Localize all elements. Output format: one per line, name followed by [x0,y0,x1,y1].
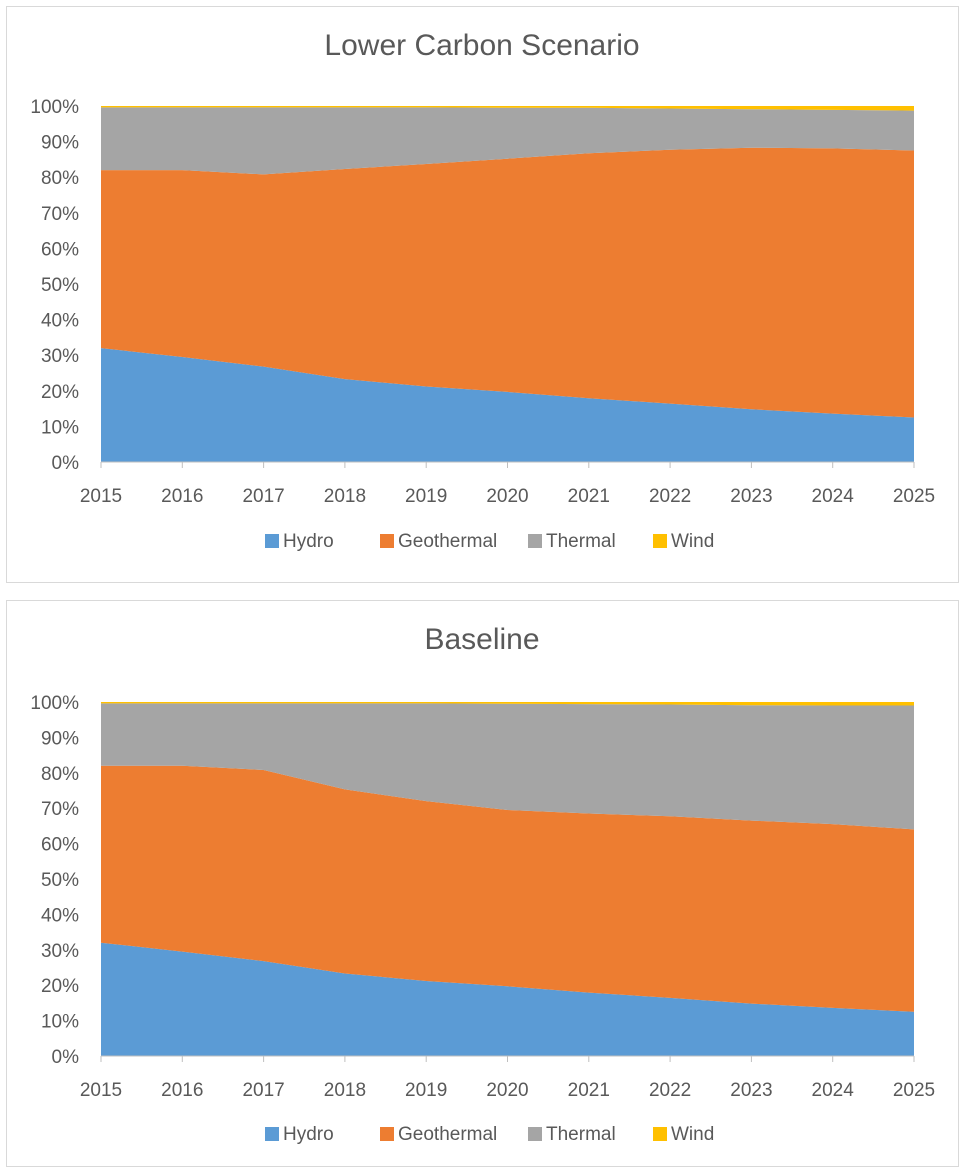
area-series-geothermal [101,147,914,418]
y-tick-label: 70% [41,799,79,820]
y-tick-label: 80% [41,168,79,189]
y-tick-label: 100% [30,693,79,714]
x-tick-label: 2022 [649,486,691,507]
x-tick-label: 2016 [161,1080,203,1101]
y-tick-label: 0% [52,453,80,474]
legend-swatch-wind [653,1127,667,1141]
legend-label-wind: Wind [671,1124,714,1145]
chart-panel-baseline: Baseline 2015 2016 2017 2018 2019 2020 2021 2022… [6,600,959,1167]
x-tick-label: 2023 [730,486,772,507]
y-tick-label: 40% [41,311,79,332]
y-tick-label: 90% [41,728,79,749]
legend-label-geothermal: Geothermal [398,531,497,552]
legend-label-geothermal: Geothermal [398,1124,497,1145]
y-tick-label: 40% [41,905,79,926]
area-series-wind [101,702,914,706]
x-tick-label: 2018 [324,1080,366,1101]
legend-swatch-thermal [528,534,542,548]
y-tick-label: 100% [30,97,79,118]
x-tick-label: 2020 [486,1080,528,1101]
x-tick-label: 2017 [242,486,284,507]
legend-swatch-thermal [528,1127,542,1141]
legend-label-wind: Wind [671,531,714,552]
chart-baseline: Baseline 2015 2016 2017 2018 2019 2020 2021 2022… [30,623,935,1145]
x-tick-label: 2025 [893,486,935,507]
y-tick-label: 20% [41,976,79,997]
y-tick-label: 60% [41,835,79,856]
x-tick-label: 2022 [649,1080,691,1101]
y-tick-label: 50% [41,870,79,891]
x-tick-label: 2024 [812,1080,855,1101]
legend-swatch-wind [653,534,667,548]
y-tick-label: 30% [41,346,79,367]
legend-swatch-hydro [265,534,279,548]
legend-label-hydro: Hydro [283,531,334,552]
legend-swatch-hydro [265,1127,279,1141]
x-tick-label: 2021 [568,1080,610,1101]
x-tick-label: 2024 [812,486,855,507]
area-series-thermal [101,107,914,175]
chart-title: Lower Carbon Scenario [324,29,639,62]
legend-label-thermal: Thermal [546,531,616,552]
area-series-hydro [101,942,914,1056]
legend-label-hydro: Hydro [283,1124,334,1145]
x-tick-label: 2015 [80,486,122,507]
legend-swatch-geothermal [380,1127,394,1141]
x-tick-label: 2017 [242,1080,284,1101]
y-tick-label: 30% [41,941,79,962]
y-tick-label: 10% [41,417,79,438]
chart-lower-carbon: Lower Carbon Scenario 2015 2016 2017 2018 201… [30,29,935,552]
area-series-geothermal [101,765,914,1012]
y-tick-label: 10% [41,1012,79,1033]
x-tick-label: 2019 [405,1080,447,1101]
area-series-hydro [101,348,914,462]
x-tick-label: 2016 [161,486,203,507]
y-tick-label: 80% [41,764,79,785]
x-tick-label: 2021 [568,486,610,507]
y-tick-label: 0% [52,1047,80,1068]
y-tick-label: 60% [41,239,79,260]
y-tick-label: 70% [41,204,79,225]
chart-panel-lower-carbon: Lower Carbon Scenario 2015 2016 2017 2018 201… [6,6,959,583]
legend-label-thermal: Thermal [546,1124,616,1145]
x-tick-label: 2015 [80,1080,122,1101]
area-series-wind [101,106,914,111]
x-tick-label: 2019 [405,486,447,507]
y-tick-label: 20% [41,382,79,403]
chart-title: Baseline [424,623,539,656]
legend-swatch-geothermal [380,534,394,548]
x-tick-label: 2025 [893,1080,935,1101]
area-series-thermal [101,703,914,830]
x-tick-label: 2018 [324,486,366,507]
x-tick-label: 2020 [486,486,528,507]
x-tick-label: 2023 [730,1080,772,1101]
y-tick-label: 50% [41,275,79,296]
y-tick-label: 90% [41,133,79,154]
